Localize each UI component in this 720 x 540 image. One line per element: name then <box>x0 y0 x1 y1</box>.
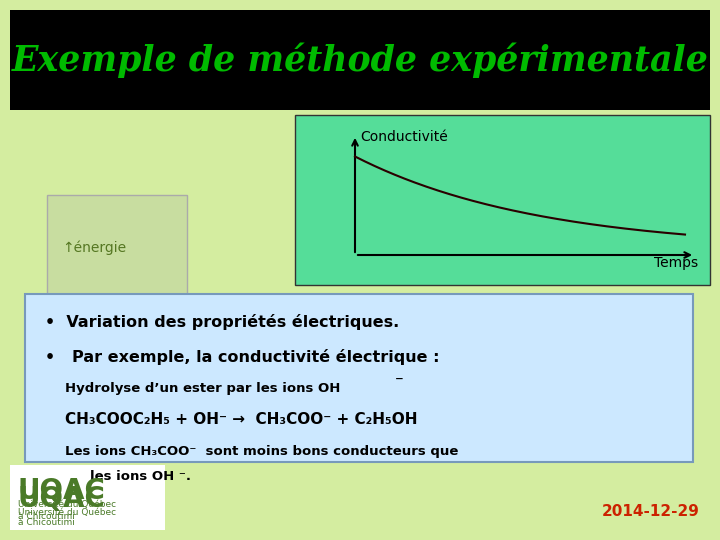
Text: Université du Québec: Université du Québec <box>18 508 116 517</box>
Text: UQAC: UQAC <box>18 485 106 513</box>
Text: Les ions CH₃COO⁻  sont moins bons conducteurs que: Les ions CH₃COO⁻ sont moins bons conduct… <box>65 445 459 458</box>
Text: Exemple de méthode expérimentale: Exemple de méthode expérimentale <box>12 42 708 78</box>
Bar <box>25 294 693 462</box>
Text: à Chicoutimi: à Chicoutimi <box>18 512 75 521</box>
Bar <box>10 465 165 530</box>
Text: Université du Québec: Université du Québec <box>18 500 116 509</box>
Text: Hydrolyse d’un ester par les ions OH: Hydrolyse d’un ester par les ions OH <box>65 382 341 395</box>
Text: à Chicoutimi: à Chicoutimi <box>18 518 75 527</box>
Text: CH₃COOC₂H₅ + OH⁻ →  CH₃COO⁻ + C₂H₅OH: CH₃COOC₂H₅ + OH⁻ → CH₃COO⁻ + C₂H₅OH <box>65 412 418 427</box>
Text: 2014-12-29: 2014-12-29 <box>602 504 700 519</box>
Text: Temps: Temps <box>654 256 698 270</box>
Text: UQAC: UQAC <box>18 477 106 505</box>
Bar <box>10 10 710 110</box>
Text: •  Variation des propriétés électriques.: • Variation des propriétés électriques. <box>45 314 400 330</box>
Text: Conductivité: Conductivité <box>360 130 448 144</box>
Text: les ions OH ⁻.: les ions OH ⁻. <box>90 470 191 483</box>
Text: −: − <box>395 374 404 384</box>
Text: •   Par exemple, la conductivité électrique :: • Par exemple, la conductivité électriqu… <box>45 349 439 365</box>
Text: ↑énergie: ↑énergie <box>62 240 126 255</box>
Bar <box>47 195 187 300</box>
Bar <box>295 115 710 285</box>
